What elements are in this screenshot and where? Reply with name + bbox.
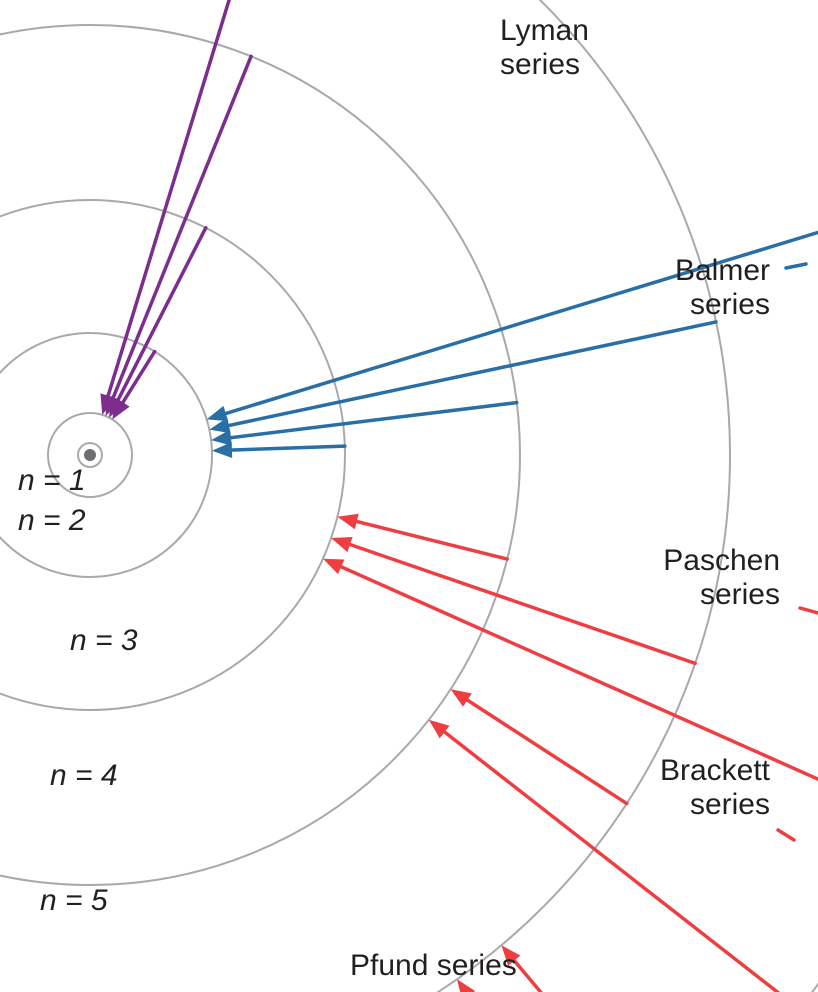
- lyman-series-label: Lymanseries: [500, 14, 589, 81]
- nucleus: [84, 449, 96, 461]
- balmer-series-label: Balmerseries: [675, 254, 770, 321]
- pfund-series-label: Pfund series: [350, 949, 517, 982]
- orbit-label-n1: n = 1: [18, 464, 86, 497]
- orbit-label-n2: n = 2: [18, 504, 86, 537]
- background: [0, 0, 818, 992]
- orbit-label-n3: n = 3: [70, 624, 138, 657]
- orbit-label-n4: n = 4: [50, 759, 118, 792]
- hydrogen-series-diagram: n = 1 n = 2 n = 3 n = 4 n = 5 Lymanseries Balm…: [0, 0, 818, 992]
- orbit-label-n5: n = 5: [40, 884, 108, 917]
